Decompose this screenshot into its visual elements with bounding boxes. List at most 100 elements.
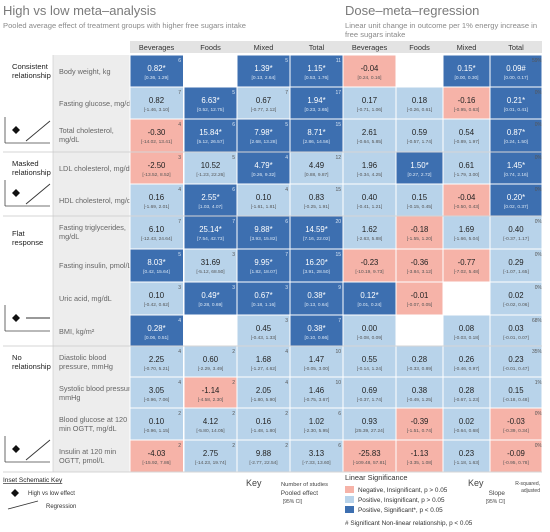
pooled-effect-value: 0.82	[149, 96, 164, 105]
slope-cell	[396, 346, 443, 377]
ci-value: [-0.39, 0.34]	[503, 428, 529, 434]
left-column-header: Beverages	[139, 43, 175, 52]
slope-value: 0.03	[508, 324, 523, 333]
pooled-effect-value: 4.49	[309, 161, 324, 170]
slope-cell	[443, 408, 490, 440]
empty-cell	[184, 315, 237, 346]
left-subtitle: Pooled average effect of treatment group…	[3, 21, 246, 30]
slope-cell	[343, 282, 396, 315]
r-squared-value: 35%	[532, 349, 543, 355]
group-label: response	[12, 238, 43, 247]
ci-value: [-109.48, 57.81]	[353, 460, 387, 466]
ci-value: [0.52, 12.75]	[197, 107, 224, 113]
outcome-label: mmHg	[59, 393, 81, 402]
study-count: 6	[338, 411, 341, 417]
key2-r2-label: adjusted	[521, 488, 540, 494]
slope-value: -0.04	[361, 64, 379, 73]
regression-line	[25, 183, 51, 205]
ci-value: [-0.14, 1.24]	[357, 366, 383, 372]
ci-value: [-7.02, 5.48]	[454, 269, 480, 275]
ci-value: [-0.46, 0.97]	[454, 366, 480, 372]
slope-cell	[490, 87, 542, 119]
study-count: 20	[335, 219, 341, 225]
ci-value: [0.27, 2.72]	[407, 172, 431, 178]
ci-value: [0.10, 0.66]	[304, 335, 328, 341]
effect-cell	[237, 119, 290, 152]
left-header-bg	[130, 41, 343, 53]
key-pooled-label: Pooled effect	[281, 490, 318, 497]
slope-value: 0.09#	[506, 64, 526, 73]
r-squared-value: 0%	[535, 155, 543, 161]
slope-value: 0.55	[362, 355, 378, 364]
inset-schematic	[4, 117, 51, 144]
ci-value: [-10.19, 9.73]	[355, 269, 383, 275]
ci-value: [-0.02, 0.06]	[503, 302, 529, 308]
slope-value: -0.09	[507, 449, 525, 458]
ci-value: [0.18, 1.16]	[251, 302, 275, 308]
slope-cell	[490, 119, 542, 152]
effect-cell	[237, 440, 290, 472]
pooled-effect-value: 1.47	[309, 355, 324, 364]
ci-value: [-0.42, 0.62]	[144, 302, 170, 308]
study-count: 7	[338, 318, 341, 324]
row-label-band	[53, 152, 130, 216]
ci-value: [0.26, 9.32]	[251, 172, 275, 178]
pooled-effect-value: 1.02	[309, 417, 324, 426]
pooled-effect-value: 0.83	[309, 193, 324, 202]
outcome-label: pressure, mmHg	[59, 362, 113, 371]
slope-cell	[490, 408, 542, 440]
outcome-label: min OGTT, mg/dL	[59, 424, 117, 433]
pooled-effect-value: 0.67	[256, 96, 271, 105]
study-count: 5	[232, 155, 235, 161]
slope-cell	[396, 184, 443, 216]
study-count: 15	[335, 252, 341, 258]
slope-value: -0.18	[411, 225, 429, 234]
ci-value: [3.93, 15.82]	[250, 236, 277, 242]
ci-value: [-1.80, 5.90]	[251, 397, 277, 403]
slope-cell	[490, 282, 542, 315]
ci-value: [-14.23, 19.74]	[195, 460, 226, 466]
slope-cell	[490, 216, 542, 249]
study-count: 2	[232, 411, 235, 417]
slope-cell	[443, 119, 490, 152]
effect-cell	[290, 346, 343, 377]
ci-value: [-0.05, 3.00]	[304, 366, 330, 372]
ci-value: [-0.95, 0.78]	[503, 460, 529, 466]
slope-cell	[343, 346, 396, 377]
slope-value: 0.61	[459, 161, 474, 170]
right-column-header: Beverages	[352, 43, 388, 52]
effect-cell	[130, 315, 183, 346]
slope-cell	[443, 87, 490, 119]
slope-cell	[343, 377, 396, 408]
slope-cell	[396, 119, 443, 152]
pooled-effect-value: 1.15*	[307, 64, 325, 73]
ci-value: [0.74, 2.16]	[504, 172, 528, 178]
ci-value: [-0.70, 5.21]	[144, 366, 170, 372]
r-squared-value: 0%	[535, 187, 543, 193]
ci-value: [-2.30, 5.95]	[304, 428, 330, 434]
ci-value: [-0.41, 1.21]	[357, 204, 383, 210]
effect-cell	[130, 377, 183, 408]
right-column-header: Mixed	[457, 43, 477, 52]
ci-value: [-1.51, 0.74]	[407, 428, 433, 434]
slope-value: 0.23	[459, 449, 474, 458]
outcome-label: Uric acid, mg/dL	[59, 294, 112, 303]
r-squared-value: 0%	[535, 411, 543, 417]
slope-cell	[443, 152, 490, 184]
ci-value: [-0.34, 4.25]	[357, 172, 383, 178]
ci-value: [0.24, 1.50]	[504, 139, 528, 145]
study-count: 4	[285, 380, 288, 386]
ci-value: [-0.75, 3.67]	[304, 397, 330, 403]
slope-value: 0.12*	[360, 291, 378, 300]
pooled-effect-value: 8.03*	[147, 258, 165, 267]
ci-value: [-0.01, 0.47]	[503, 366, 529, 372]
r-squared-value: 0%	[535, 443, 543, 449]
pooled-effect-value: 6.63*	[201, 96, 219, 105]
slope-cell	[443, 440, 490, 472]
outcome-label: Systolic blood pressure,	[59, 384, 136, 393]
significance-label: Positive, Significant*, p < 0.05	[358, 507, 443, 514]
ci-value: [-0.08, 0.09]	[357, 335, 383, 341]
effect-cell	[290, 377, 343, 408]
key2-r2-label: R-squared,	[515, 481, 540, 487]
ci-value: [-4.58, 2.30]	[198, 397, 224, 403]
